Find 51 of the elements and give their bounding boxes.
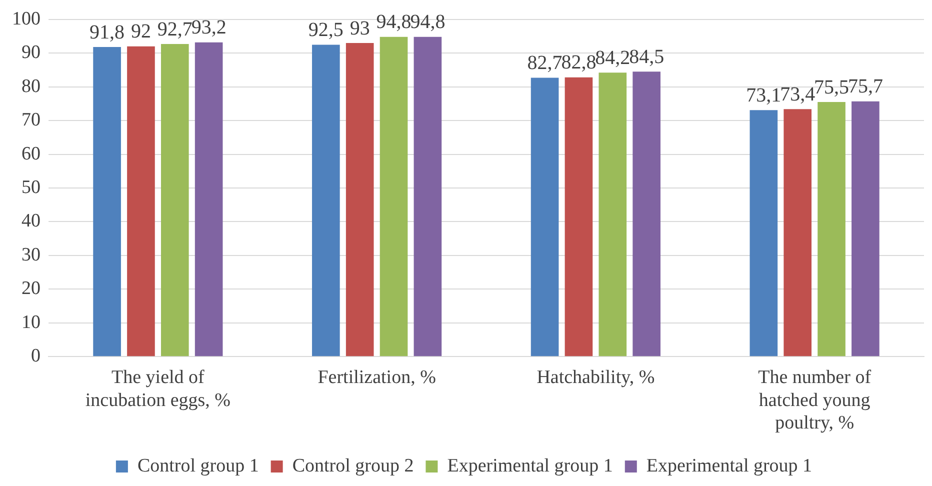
legend-label: Control group 1 bbox=[137, 455, 259, 476]
y-tick-label: 70 bbox=[22, 110, 40, 131]
bar bbox=[530, 78, 559, 356]
data-label: 93,2 bbox=[191, 16, 226, 39]
bar bbox=[160, 44, 189, 356]
x-tick-label: Hatchability, % bbox=[536, 366, 655, 388]
data-label: 75,5 bbox=[814, 76, 850, 98]
data-label: 82,8 bbox=[561, 52, 596, 74]
y-tick-label: 50 bbox=[22, 176, 40, 198]
data-label: 84,2 bbox=[595, 46, 630, 69]
y-tick-label: 90 bbox=[22, 42, 40, 64]
data-label: 84,5 bbox=[629, 46, 664, 68]
y-tick-label: 30 bbox=[22, 244, 40, 266]
bar bbox=[380, 36, 408, 356]
bar bbox=[598, 72, 627, 356]
data-label: 91,8 bbox=[90, 21, 125, 44]
bar bbox=[194, 42, 223, 356]
x-tick-label: Fertilization, % bbox=[318, 366, 436, 388]
data-label: 82,7 bbox=[527, 52, 562, 74]
y-tick-label: 40 bbox=[22, 210, 40, 232]
bar bbox=[852, 101, 880, 356]
y-tick-label: 80 bbox=[22, 76, 40, 97]
x-tick-label: The yield of incubation eggs, % bbox=[85, 366, 231, 411]
y-tick-label: 0 bbox=[31, 346, 40, 367]
data-label: 92 bbox=[130, 20, 151, 43]
bar bbox=[312, 44, 340, 356]
bar bbox=[818, 102, 846, 356]
data-label: 73,1 bbox=[746, 84, 782, 106]
data-label: 94,8 bbox=[410, 11, 446, 34]
x-tick-label: The number of hatched young poultry, % bbox=[758, 366, 872, 434]
data-label: 73,4 bbox=[780, 83, 816, 106]
data-label: 92,5 bbox=[308, 18, 344, 41]
legend-label: Experimental group 1 bbox=[646, 455, 812, 476]
data-label: 75,7 bbox=[848, 76, 883, 98]
data-label: 93 bbox=[350, 17, 370, 40]
bar bbox=[127, 46, 155, 356]
bar bbox=[564, 77, 593, 356]
y-tick-label: 20 bbox=[22, 278, 40, 300]
bar bbox=[414, 36, 442, 356]
bar bbox=[93, 47, 121, 356]
legend-label: Control group 2 bbox=[292, 455, 414, 476]
bar bbox=[784, 109, 812, 356]
y-tick-label: 100 bbox=[12, 8, 40, 30]
y-tick-label: 60 bbox=[22, 143, 40, 164]
data-label: 92,7 bbox=[157, 18, 192, 40]
data-label: 94,8 bbox=[376, 11, 412, 34]
legend-label: Experimental group 1 bbox=[447, 455, 613, 476]
bar bbox=[750, 110, 778, 356]
y-tick-label: 10 bbox=[22, 312, 40, 333]
bar bbox=[632, 72, 660, 356]
bar bbox=[346, 43, 374, 356]
